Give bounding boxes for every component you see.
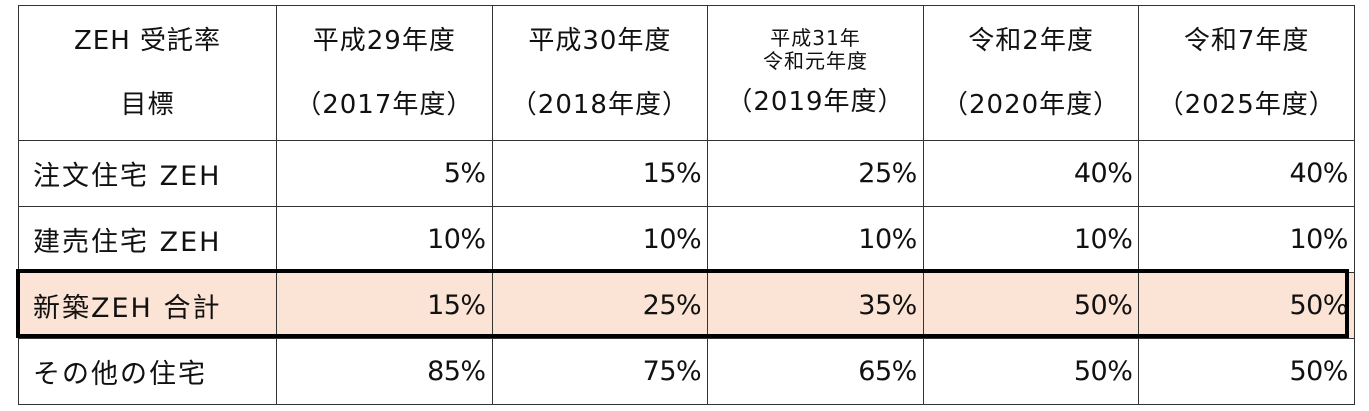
table-row-custom-zeh: 注文住宅 ZEH 5% 15% 25% 40% 40% bbox=[18, 140, 1355, 208]
table-cell: 10% bbox=[922, 206, 1140, 274]
year-western-label: （2025年度） bbox=[1157, 90, 1336, 121]
row-label: 注文住宅 ZEH bbox=[18, 140, 277, 208]
row-label: その他の住宅 bbox=[18, 338, 277, 405]
table-row-new-zeh-total: 新築ZEH 合計 15% 25% 35% 50% 50% bbox=[18, 272, 1355, 339]
year-western-label: （2020年度） bbox=[941, 90, 1121, 121]
table-cell: 50% bbox=[1138, 272, 1355, 339]
table-cell: 50% bbox=[922, 338, 1140, 405]
table-cell: 65% bbox=[707, 338, 924, 405]
table-cell: 10% bbox=[276, 206, 493, 274]
year-era-label: 平成29年度 bbox=[312, 26, 456, 57]
table-cell: 10% bbox=[1138, 206, 1355, 274]
table-cell: 35% bbox=[707, 272, 924, 339]
year-era-label: 令和2年度 bbox=[968, 26, 1094, 57]
year-western-label: （2019年度） bbox=[726, 87, 905, 118]
table-cell: 75% bbox=[491, 338, 709, 405]
year-era-label-group: 平成31年 令和元年度 bbox=[708, 27, 923, 73]
table-cell: 5% bbox=[276, 140, 493, 208]
header-row: ZEH 受託率 目標 平成29年度 （2017年度） 平成30年度 （2018年… bbox=[18, 4, 1355, 142]
table-cell: 50% bbox=[1138, 338, 1355, 405]
table-cell: 10% bbox=[707, 206, 924, 274]
table-cell: 85% bbox=[276, 338, 493, 405]
header-year-2025: 令和7年度 （2025年度） bbox=[1138, 4, 1355, 142]
header-label-cell: ZEH 受託率 目標 bbox=[18, 4, 277, 142]
table-row-spec-zeh: 建売住宅 ZEH 10% 10% 10% 10% 10% bbox=[18, 206, 1355, 274]
year-era-label: 令和7年度 bbox=[1183, 26, 1310, 57]
table-cell: 40% bbox=[922, 140, 1140, 208]
header-year-2020: 令和2年度 （2020年度） bbox=[922, 4, 1140, 142]
table-cell: 15% bbox=[491, 140, 709, 208]
table-row-other-housing: その他の住宅 85% 75% 65% 50% 50% bbox=[18, 338, 1355, 405]
table-cell: 10% bbox=[491, 206, 709, 274]
row-label: 建売住宅 ZEH bbox=[18, 206, 277, 274]
year-era-label: 平成30年度 bbox=[528, 26, 672, 57]
table-cell: 15% bbox=[276, 272, 493, 339]
table-cell: 40% bbox=[1138, 140, 1355, 208]
header-year-2017: 平成29年度 （2017年度） bbox=[276, 4, 493, 142]
zeh-target-table: ZEH 受託率 目標 平成29年度 （2017年度） 平成30年度 （2018年… bbox=[18, 4, 1355, 405]
header-year-2018: 平成30年度 （2018年度） bbox=[491, 4, 709, 142]
table-cell: 25% bbox=[707, 140, 924, 208]
year-era-label-heisei: 平成31年 bbox=[770, 26, 861, 51]
header-year-2019: 平成31年 令和元年度 （2019年度） bbox=[707, 4, 924, 142]
row-label: 新築ZEH 合計 bbox=[18, 272, 277, 339]
table-cell: 25% bbox=[491, 272, 709, 339]
year-western-label: （2017年度） bbox=[295, 90, 474, 121]
header-label-subtitle: 目標 bbox=[120, 90, 175, 121]
header-label-title: ZEH 受託率 bbox=[73, 26, 222, 57]
table-cell: 50% bbox=[922, 272, 1140, 339]
year-western-label: （2018年度） bbox=[510, 90, 689, 121]
year-era-label-reiwa: 令和元年度 bbox=[762, 49, 868, 74]
